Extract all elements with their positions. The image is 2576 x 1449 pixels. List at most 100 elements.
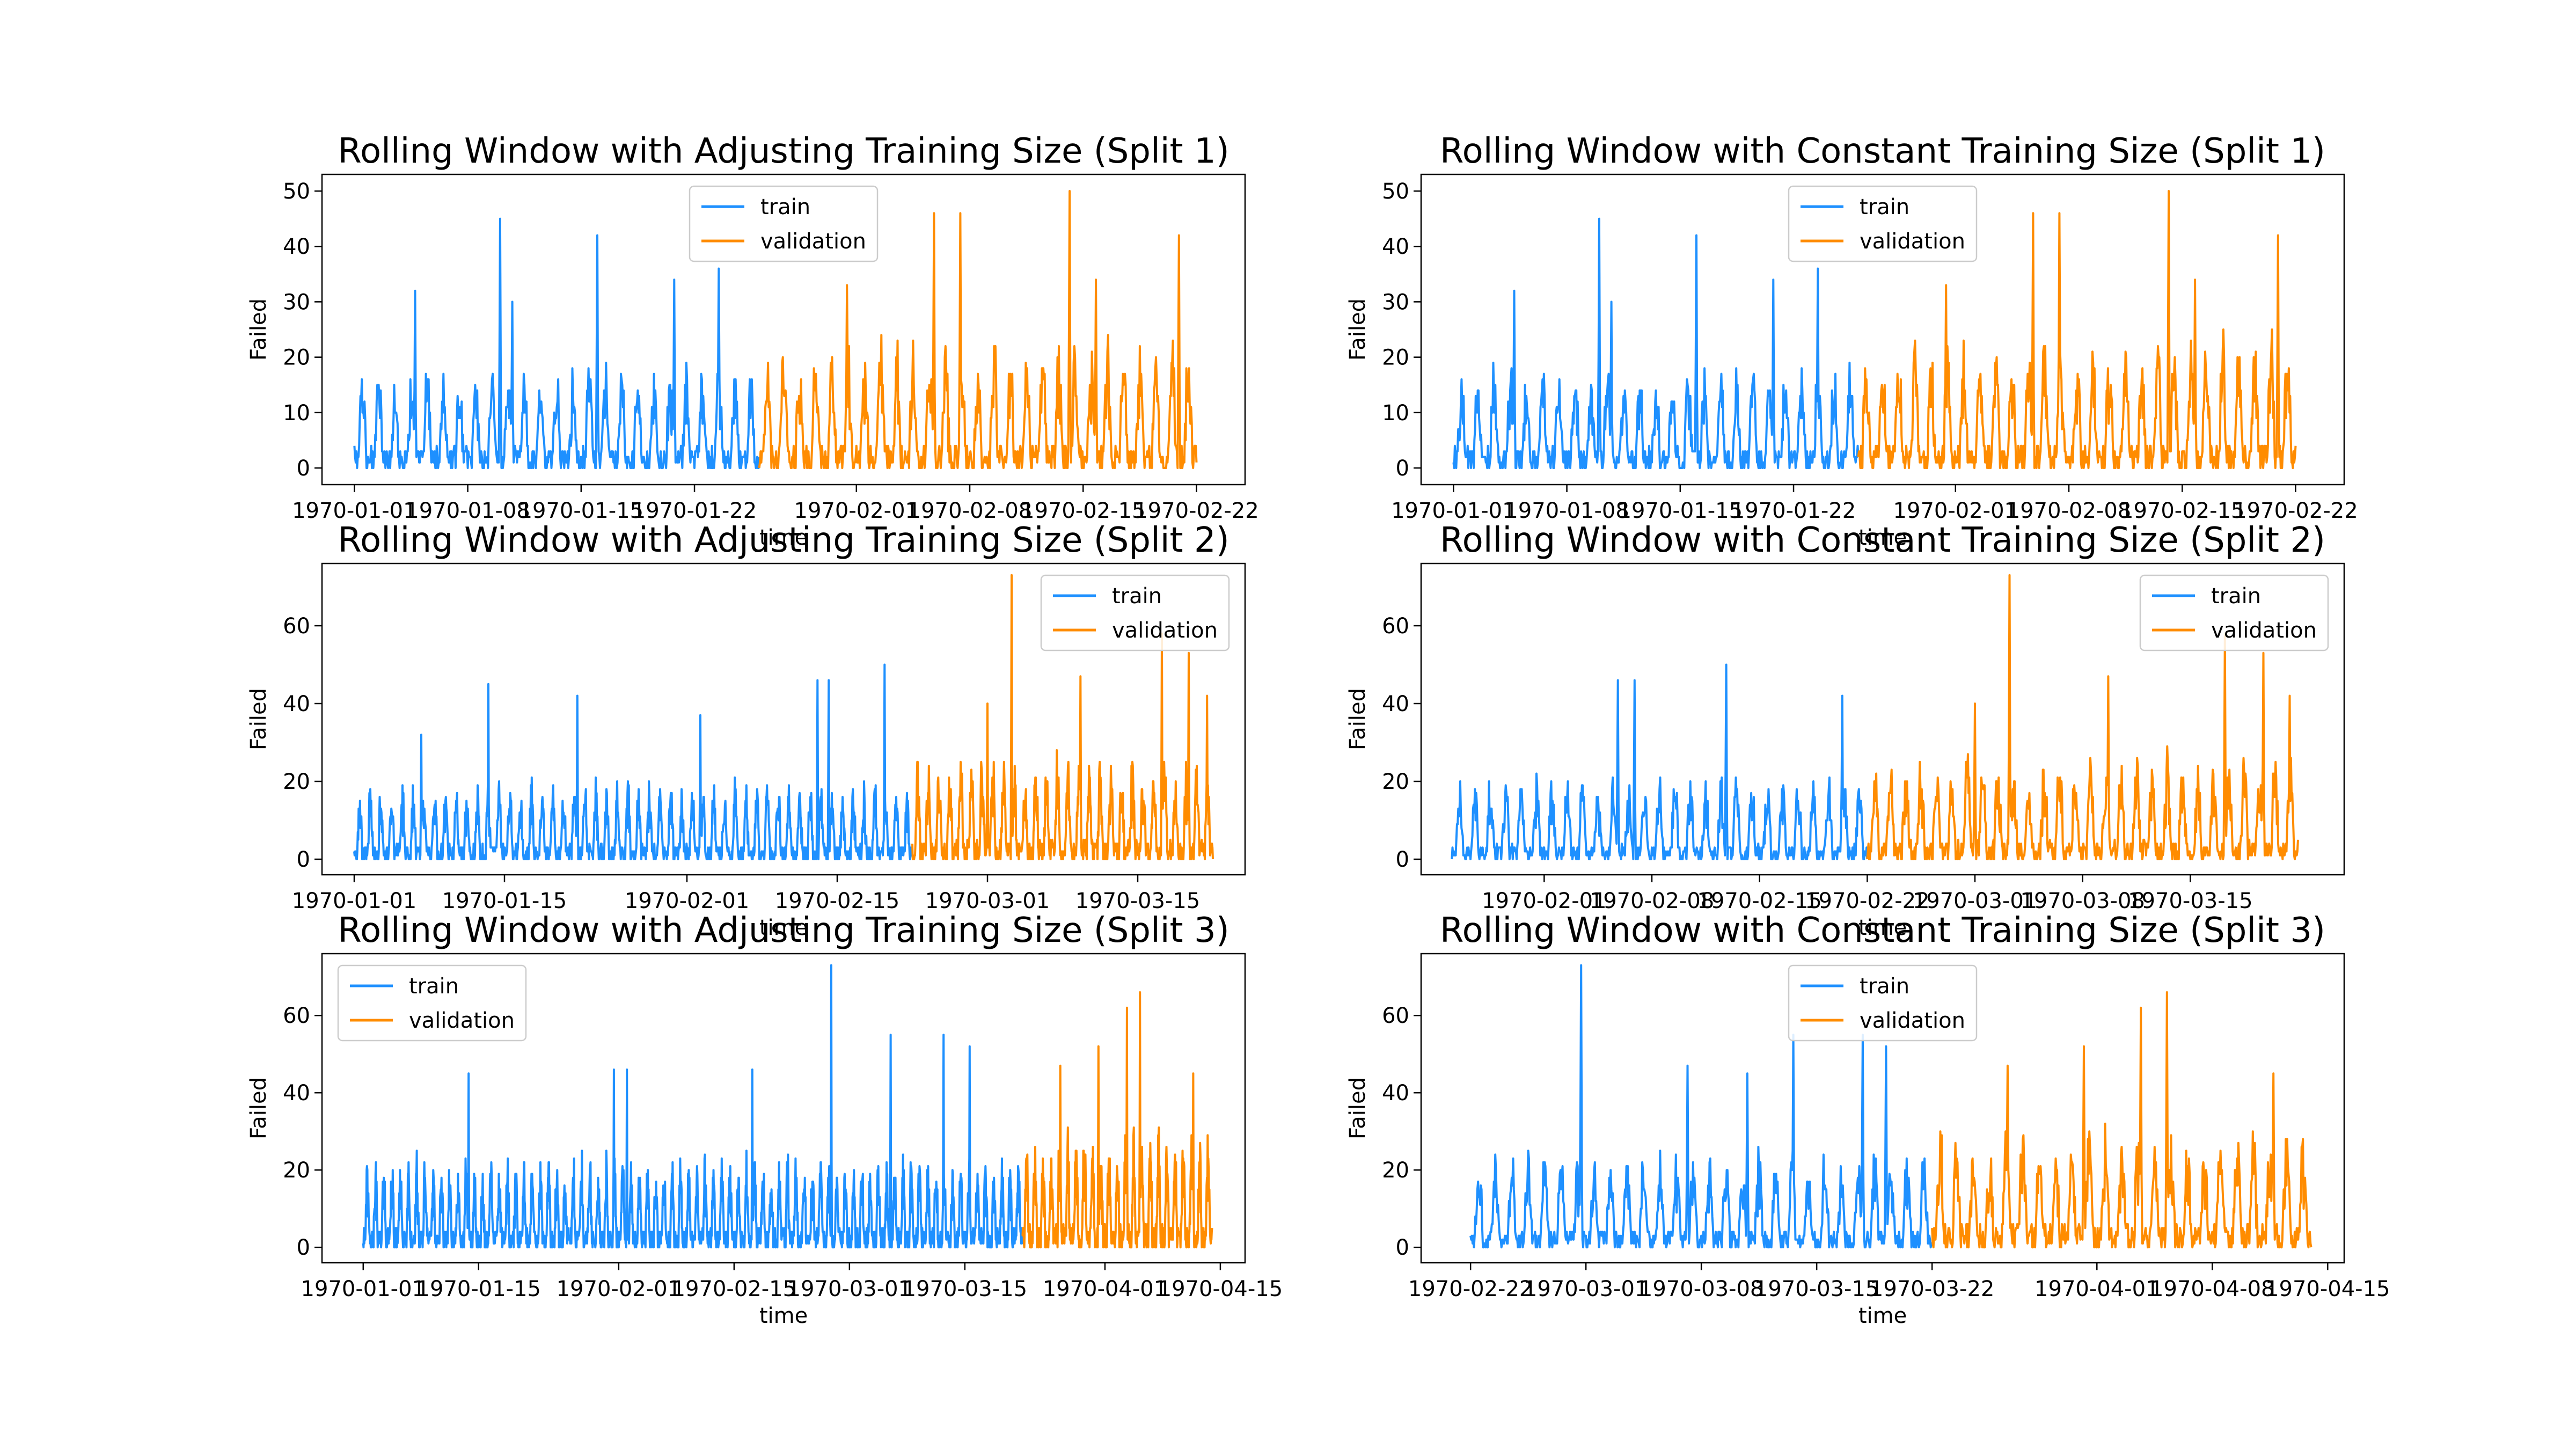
subplot-row-2-left: 0 20 40 60 1970-01-01 1970-01-15 1970-02-01 197… <box>246 521 1246 940</box>
legend: train validation <box>1788 185 1978 262</box>
legend-label-validation: validation <box>2211 618 2317 643</box>
y-tick-label: 30 <box>1382 290 1409 314</box>
subplot-row-2-right: 02040601970-02-011970-02-081970-02-15197… <box>1345 521 2345 940</box>
axes-frame <box>1420 953 2345 1264</box>
legend-label-train: train <box>1112 584 1162 609</box>
y-tick-label: 50 <box>283 179 310 204</box>
x-tick-label: 1970-01-22 <box>632 499 757 523</box>
legend-label-validation: validation <box>1860 1008 1965 1033</box>
x-tick-label: 1970-02-22 <box>1134 499 1258 523</box>
y-tick-label: 10 <box>283 401 310 426</box>
y-tick-label: 0 <box>1396 456 1409 481</box>
x-tick-label: 1970-02-01 <box>1893 499 2018 523</box>
x-tick-label: 1970-01-01 <box>292 889 416 913</box>
legend-box <box>337 964 527 1042</box>
legend-label-train: train <box>409 974 459 999</box>
series-line-train <box>1469 964 1933 1249</box>
axes-frame <box>321 173 1246 486</box>
y-tick-label: 20 <box>1382 770 1409 794</box>
subplot-row-3-right: 02040601970-02-221970-03-011970-03-08197… <box>1345 911 2390 1328</box>
y-tick-label: 20 <box>283 770 310 794</box>
chart-title: Rolling Window with Adjusting Training S… <box>338 131 1229 171</box>
x-tick-label: 1970-03-08 <box>2020 889 2145 913</box>
y-tick-label: 10 <box>1382 401 1409 426</box>
y-tick-label: 20 <box>1382 346 1409 370</box>
y-axis-label: Failed <box>246 298 271 361</box>
x-tick-label: 1970-04-08 <box>2150 1277 2274 1301</box>
legend: train validation <box>1040 574 1230 652</box>
y-tick-label: 30 <box>283 290 310 314</box>
series-line-train <box>362 964 1024 1249</box>
y-tick-label: 60 <box>283 614 310 639</box>
x-tick-label: 1970-02-22 <box>2233 499 2358 523</box>
y-tick-label: 0 <box>297 456 310 481</box>
legend-box <box>689 185 879 262</box>
x-tick-label: 1970-01-01 <box>292 499 416 523</box>
x-tick-label: 1970-02-01 <box>794 499 919 523</box>
series-line-train <box>353 217 760 469</box>
series-line-validation <box>1931 991 2312 1249</box>
chart-title: Rolling Window with Constant Training Si… <box>1440 131 2325 171</box>
x-tick-label: 1970-02-08 <box>908 499 1032 523</box>
axes-frame <box>1420 562 2345 876</box>
x-tick-label: 1970-02-15 <box>1021 499 1145 523</box>
series-line-validation <box>1857 190 2297 469</box>
y-axis-label: Failed <box>1345 298 1370 361</box>
y-tick-label: 40 <box>283 235 310 259</box>
x-axis-label: time <box>759 1304 808 1328</box>
y-axis-label: Failed <box>246 688 271 750</box>
legend: train validation <box>337 964 527 1042</box>
x-tick-label: 1970-03-15 <box>903 1277 1027 1301</box>
series-line-validation <box>911 574 1214 860</box>
y-tick-label: 40 <box>1382 235 1409 259</box>
series-line-validation <box>1866 574 2299 860</box>
series-line-validation <box>758 190 1198 469</box>
x-tick-label: 1970-02-22 <box>1408 1277 1533 1301</box>
x-tick-label: 1970-04-15 <box>1158 1277 1283 1301</box>
x-tick-label: 1970-02-22 <box>1805 889 1929 913</box>
x-tick-label: 1970-04-15 <box>2265 1277 2390 1301</box>
x-tick-label: 1970-01-22 <box>1731 499 1856 523</box>
x-tick-label: 1970-03-01 <box>925 889 1050 913</box>
legend: train validation <box>2139 574 2329 652</box>
x-tick-label: 1970-03-15 <box>1754 1277 1879 1301</box>
chart-title: Rolling Window with Adjusting Training S… <box>338 521 1229 560</box>
y-axis-label: Failed <box>1345 1077 1370 1139</box>
x-tick-label: 1970-03-15 <box>2128 889 2252 913</box>
axes-frame <box>321 953 1246 1264</box>
x-tick-label: 1970-03-22 <box>1870 1277 1994 1301</box>
legend-label-validation: validation <box>760 229 866 254</box>
x-axis-label: time <box>1858 1304 1907 1328</box>
legend-label-validation: validation <box>409 1008 515 1033</box>
y-tick-label: 0 <box>1396 847 1409 872</box>
series-line-train <box>353 663 913 860</box>
x-tick-label: 1970-01-15 <box>1618 499 1743 523</box>
x-tick-label: 1970-02-08 <box>2007 499 2131 523</box>
x-tick-label: 1970-03-08 <box>1639 1277 1763 1301</box>
x-tick-label: 1970-01-15 <box>442 889 567 913</box>
legend-label-train: train <box>2211 584 2261 609</box>
legend-label-train: train <box>760 195 810 219</box>
chart-title: Rolling Window with Constant Training Si… <box>1440 911 2325 950</box>
legend: train validation <box>689 185 879 262</box>
series-line-train <box>1451 663 1869 860</box>
y-axis-label: Failed <box>1345 688 1370 750</box>
x-tick-label: 1970-01-08 <box>405 499 530 523</box>
legend-label-validation: validation <box>1112 618 1218 643</box>
y-tick-label: 20 <box>1382 1158 1409 1183</box>
x-tick-label: 1970-02-08 <box>1590 889 1714 913</box>
legend-label-train: train <box>1860 195 1909 219</box>
x-tick-label: 1970-04-01 <box>2035 1277 2159 1301</box>
y-tick-label: 0 <box>1396 1235 1409 1260</box>
y-tick-label: 60 <box>1382 614 1409 639</box>
x-axis-label: time <box>759 525 808 550</box>
x-tick-label: 1970-02-15 <box>775 889 899 913</box>
x-tick-label: 1970-02-15 <box>1697 889 1821 913</box>
legend-box <box>2139 574 2329 652</box>
legend-label-train: train <box>1860 974 1909 999</box>
x-tick-label: 1970-02-15 <box>672 1277 796 1301</box>
x-tick-label: 1970-03-01 <box>787 1277 912 1301</box>
